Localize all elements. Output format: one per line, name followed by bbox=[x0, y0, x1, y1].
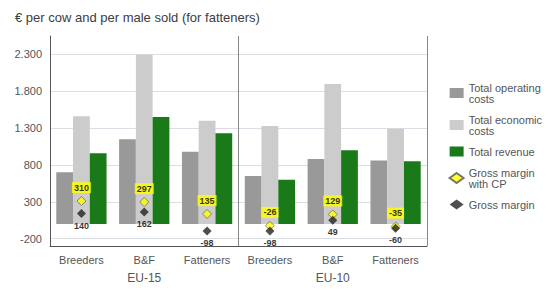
svg-text:2.300: 2.300 bbox=[14, 48, 42, 60]
svg-text:-200: -200 bbox=[20, 233, 42, 245]
svg-text:800: 800 bbox=[24, 159, 42, 171]
svg-text:B&F: B&F bbox=[322, 254, 344, 266]
svg-text:-26: -26 bbox=[263, 207, 276, 217]
svg-text:Gross margin: Gross margin bbox=[469, 199, 535, 211]
svg-text:Breeders: Breeders bbox=[59, 254, 104, 266]
svg-text:Total economic: Total economic bbox=[468, 113, 542, 126]
svg-text:49: 49 bbox=[328, 227, 338, 237]
svg-text:with CP: with CP bbox=[468, 178, 507, 190]
svg-text:costs: costs bbox=[469, 125, 495, 137]
svg-text:-98: -98 bbox=[201, 238, 214, 248]
svg-text:-35: -35 bbox=[389, 208, 402, 218]
svg-text:140: 140 bbox=[74, 221, 89, 231]
svg-text:310: 310 bbox=[74, 183, 89, 193]
svg-text:Fatteners: Fatteners bbox=[184, 254, 231, 266]
svg-text:€ per cow and per male sold (f: € per cow and per male sold (for fattene… bbox=[15, 10, 260, 25]
svg-text:Gross margin: Gross margin bbox=[468, 166, 535, 179]
svg-text:297: 297 bbox=[137, 184, 152, 194]
svg-text:Total operating: Total operating bbox=[468, 81, 541, 94]
svg-text:135: 135 bbox=[200, 196, 215, 206]
svg-text:Fatteners: Fatteners bbox=[372, 254, 419, 266]
svg-text:Breeders: Breeders bbox=[248, 254, 293, 266]
svg-text:EU-10: EU-10 bbox=[316, 271, 350, 285]
svg-text:-98: -98 bbox=[263, 238, 276, 248]
svg-text:EU-15: EU-15 bbox=[127, 271, 161, 285]
svg-text:1.800: 1.800 bbox=[14, 85, 42, 97]
svg-text:costs: costs bbox=[469, 93, 495, 105]
svg-text:B&F: B&F bbox=[134, 254, 156, 266]
svg-text:162: 162 bbox=[137, 219, 152, 229]
svg-text:129: 129 bbox=[325, 196, 340, 206]
svg-text:300: 300 bbox=[24, 196, 42, 208]
svg-text:1.300: 1.300 bbox=[14, 122, 42, 134]
svg-text:Total revenue: Total revenue bbox=[469, 146, 535, 158]
svg-text:-60: -60 bbox=[389, 235, 402, 245]
